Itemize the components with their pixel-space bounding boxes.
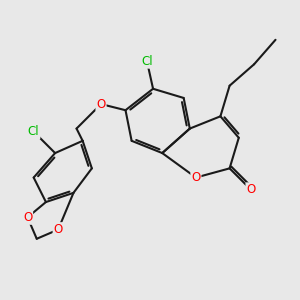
Text: Cl: Cl	[28, 125, 40, 138]
Text: O: O	[191, 171, 200, 184]
Text: O: O	[246, 183, 256, 196]
Text: Cl: Cl	[141, 55, 153, 68]
Text: O: O	[53, 223, 63, 236]
Text: O: O	[96, 98, 106, 111]
Text: O: O	[23, 211, 32, 224]
